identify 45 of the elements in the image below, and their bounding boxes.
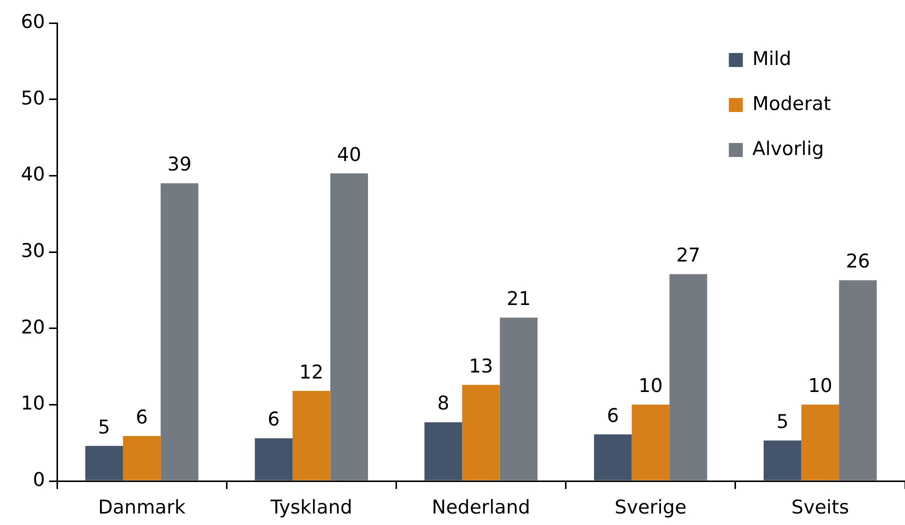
bar [85,446,123,480]
data-label: 6 [136,406,148,428]
legend-label: Alvorlig [752,138,824,160]
bar [254,438,293,480]
y-tick-label: 60 [20,10,45,33]
x-tick-label: Sverige [614,496,687,518]
y-tick-label: 20 [20,316,45,338]
bar [801,404,840,480]
bar [292,390,330,480]
y-tick-label: 40 [20,164,45,186]
bar [462,384,500,480]
y-tick-label: 10 [20,392,45,415]
bar [424,422,462,480]
data-label: 8 [437,392,450,415]
data-label: 10 [638,375,663,398]
data-label: 21 [506,288,531,310]
data-label: 39 [167,154,192,176]
data-label: 13 [468,355,494,378]
data-label: 10 [808,375,832,398]
y-tick-label: 0 [32,468,45,491]
y-tick-label: 50 [20,87,45,110]
legend-label: Moderat [752,92,831,115]
data-label: 40 [337,144,362,166]
bar [594,434,632,480]
bar [669,274,708,480]
data-label: 5 [98,416,110,438]
data-label: 6 [268,408,280,431]
data-label: 27 [676,244,700,267]
bar [122,436,161,480]
y-tick-label: 30 [20,240,45,262]
data-label: 26 [846,250,870,273]
bar [500,318,538,480]
data-label: 5 [776,410,789,433]
bar [330,173,368,480]
x-tick-label: Sveits [791,496,850,518]
bar [632,404,670,480]
x-tick-label: Danmark [98,496,186,518]
x-tick-label: Tyskland [269,496,352,518]
data-label: 12 [299,361,324,384]
bar [764,440,802,480]
data-label: 6 [606,404,619,427]
legend-label: Mild [752,48,792,70]
x-tick-label: Nederland [432,496,530,518]
bar [839,280,877,480]
bar [160,183,198,480]
